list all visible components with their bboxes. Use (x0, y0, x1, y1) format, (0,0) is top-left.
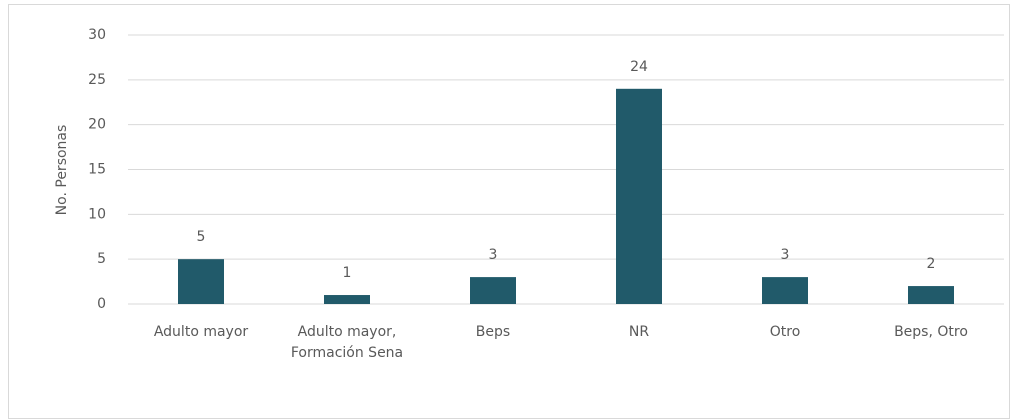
chart-border (8, 4, 1010, 419)
data-label: 1 (343, 265, 352, 281)
data-label: 5 (197, 229, 206, 245)
bar (762, 277, 808, 304)
data-label: 2 (927, 256, 936, 272)
bar (616, 88, 662, 304)
bar (178, 259, 224, 304)
bar (324, 295, 370, 304)
x-tick-label: Beps, Otro (894, 324, 968, 340)
y-tick-label: 15 (88, 162, 106, 178)
bar (470, 277, 516, 304)
x-tick-label: NR (628, 324, 650, 340)
y-tick-label: 20 (88, 117, 106, 133)
data-label: 24 (630, 59, 648, 75)
bar (908, 286, 954, 304)
y-tick-label: 30 (88, 27, 106, 43)
y-tick-label: 10 (88, 206, 106, 222)
x-tick-label: Beps (475, 324, 511, 340)
y-tick-label: 25 (88, 72, 106, 88)
y-axis-label: No. Personas (54, 125, 70, 216)
y-tick-label: 5 (97, 251, 106, 267)
x-tick-label: Adulto mayor, Formación Sena (290, 324, 404, 361)
data-label: 3 (781, 247, 790, 263)
x-tick-label: Otro (769, 324, 801, 340)
x-tick-label: Adulto mayor (153, 324, 249, 340)
data-label: 3 (489, 247, 498, 263)
y-tick-label: 0 (97, 296, 106, 312)
